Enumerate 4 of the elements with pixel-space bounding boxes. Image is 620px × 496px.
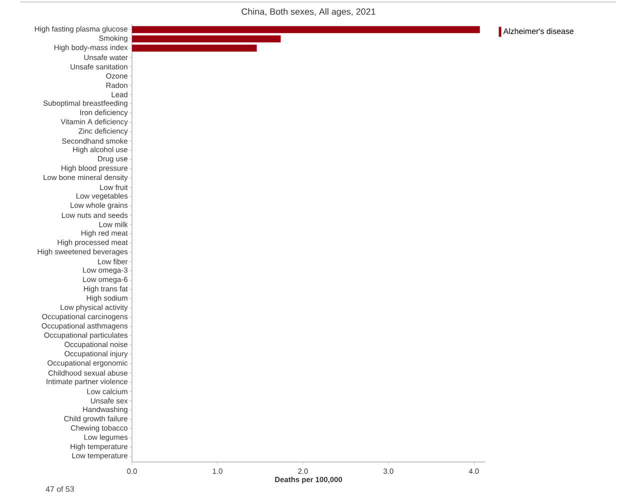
bar [132,35,281,42]
bar [132,44,257,52]
bar [132,26,480,34]
chart-title: China, Both sexes, All ages, 2021 [242,8,376,17]
